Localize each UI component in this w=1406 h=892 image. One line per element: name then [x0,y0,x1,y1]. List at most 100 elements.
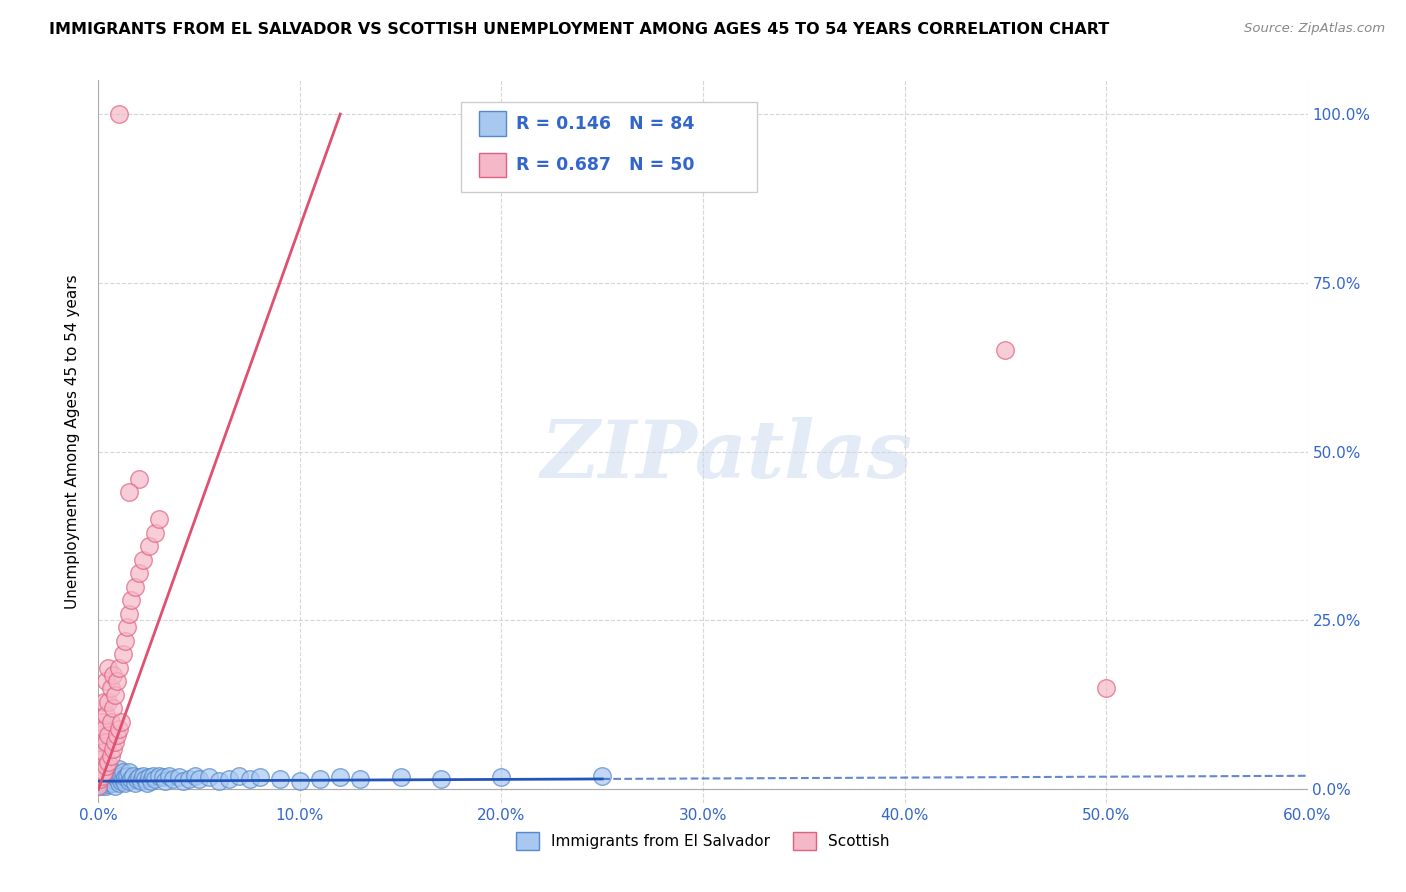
Point [100,775,122,789]
Point [93,765,115,780]
Point [96,674,118,689]
Point [491,770,513,784]
Point [89,774,111,789]
Point [349,772,371,787]
Point [89,728,111,742]
Point [103,769,125,783]
Point [120,772,142,787]
Point [107,107,129,121]
Point [93,774,115,789]
Point [114,770,136,784]
Point [389,770,412,784]
Point [97,728,120,742]
Point [101,741,124,756]
Point [97,756,120,770]
Point [103,774,125,789]
Point [100,772,122,787]
Text: ZIPatlas: ZIPatlas [541,417,914,495]
Point [93,722,115,736]
Point [96,772,118,787]
Point [93,745,115,759]
Point [91,775,114,789]
Point [91,735,114,749]
Point [142,769,165,783]
Point [96,735,118,749]
Point [110,774,132,789]
Point [120,593,142,607]
Point [172,774,194,789]
Point [994,343,1017,358]
Point [89,777,111,791]
Point [115,620,138,634]
Point [87,779,110,793]
Point [139,774,162,789]
Point [101,775,124,789]
Point [124,775,146,789]
Point [132,769,155,783]
Point [89,772,111,787]
Point [96,758,118,772]
Point [153,774,176,789]
Point [107,762,129,776]
Point [105,767,128,781]
Point [89,772,111,787]
Point [135,775,157,789]
Point [228,769,250,783]
Point [111,647,134,661]
Point [96,779,118,793]
Point [103,779,125,793]
Point [591,769,613,783]
Point [97,694,120,708]
Point [152,770,174,784]
FancyBboxPatch shape [479,153,506,178]
Point [143,772,166,787]
Point [100,769,122,783]
Point [179,772,201,787]
Point [138,539,160,553]
Point [96,708,118,723]
FancyBboxPatch shape [461,102,758,193]
Point [101,667,124,681]
Point [97,774,120,789]
Text: R = 0.146   N = 84: R = 0.146 N = 84 [516,115,695,133]
Point [100,748,122,763]
Point [167,770,190,784]
Point [101,770,124,784]
Point [97,770,120,784]
Point [96,775,118,789]
Point [430,772,453,787]
Point [103,735,125,749]
Point [132,552,155,566]
Point [93,694,115,708]
Point [198,770,221,784]
Point [105,674,128,689]
Point [91,769,114,783]
Point [124,580,146,594]
Point [91,752,114,766]
Point [125,772,148,787]
Point [118,765,141,780]
Point [91,772,114,787]
Point [107,722,129,736]
Point [111,765,134,780]
Point [208,774,231,789]
Point [1095,681,1118,695]
Point [100,762,122,776]
Point [115,769,138,783]
Point [111,772,134,787]
Point [107,775,129,789]
Point [100,681,122,695]
Point [110,769,132,783]
Point [184,769,207,783]
Point [118,485,141,500]
Point [218,772,240,787]
Point [101,701,124,715]
Point [157,769,180,783]
Point [87,779,110,793]
Point [105,772,128,787]
Y-axis label: Unemployment Among Ages 45 to 54 years: Unemployment Among Ages 45 to 54 years [65,274,80,609]
Point [107,770,129,784]
Point [89,762,111,776]
Point [148,512,170,526]
Point [97,765,120,780]
